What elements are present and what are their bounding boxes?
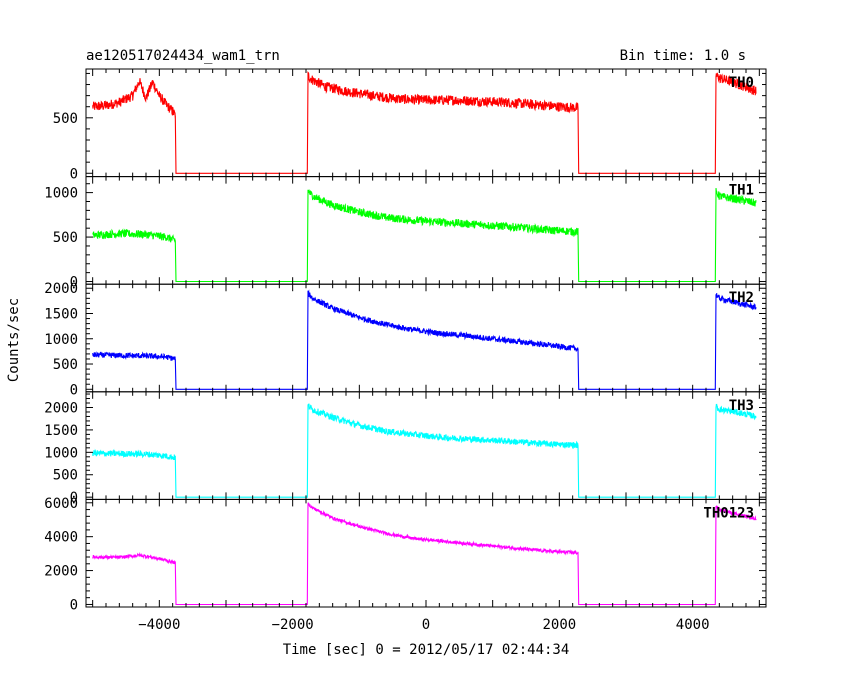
y-tick-label: 1000 bbox=[44, 332, 78, 348]
panel-th0123: 0 2000 4000 6000 TH0123 bbox=[44, 496, 767, 613]
chart-title: ae120517024434_wam1_trn bbox=[86, 48, 280, 64]
y-tick-label: 1000 bbox=[44, 186, 78, 202]
y-tick-label: 0 bbox=[70, 166, 78, 182]
series-line-th2 bbox=[92, 289, 757, 390]
y-tick-label: 0 bbox=[70, 382, 78, 398]
x-tick-label: 4000 bbox=[676, 617, 710, 633]
y-tick-label: 1500 bbox=[44, 423, 78, 439]
series-line-th3 bbox=[92, 403, 757, 498]
bin-time-label: Bin time: 1.0 s bbox=[620, 48, 746, 64]
y-tick-label: 4000 bbox=[44, 530, 78, 546]
panel-label: TH1 bbox=[729, 183, 754, 199]
panel-th0: 0 500 TH0 bbox=[53, 68, 767, 182]
panel-frame bbox=[85, 283, 767, 393]
x-tick-label: −2000 bbox=[272, 617, 314, 633]
panel-th2: 0 500 1000 1500 2000 TH2 bbox=[44, 281, 767, 398]
y-tick-label: 500 bbox=[53, 230, 78, 246]
y-tick-label: 0 bbox=[70, 275, 78, 291]
series-line-th1 bbox=[92, 188, 757, 283]
y-tick-label: 500 bbox=[53, 111, 78, 127]
panel-label: TH3 bbox=[729, 398, 754, 414]
y-tick-label: 500 bbox=[53, 357, 78, 373]
y-axis-title: Counts/sec bbox=[6, 298, 22, 382]
panel-frame bbox=[85, 498, 767, 608]
panel-label: TH0 bbox=[729, 75, 754, 91]
panel-frame bbox=[85, 68, 767, 178]
x-tick-label: 2000 bbox=[542, 617, 576, 633]
y-tick-label: 1000 bbox=[44, 445, 78, 461]
y-tick-label: 0 bbox=[70, 597, 78, 613]
y-tick-label: 0 bbox=[70, 490, 78, 506]
panel-th1: 0 500 1000 TH1 bbox=[44, 176, 767, 291]
y-tick-label: 2000 bbox=[44, 281, 78, 297]
x-axis-title: Time [sec] 0 = 2012/05/17 02:44:34 bbox=[283, 642, 570, 658]
panel-frame bbox=[85, 391, 767, 500]
x-tick-label: −4000 bbox=[138, 617, 180, 633]
panel-stack: 0 500 TH0 0 500 1000 TH1 0 500 1000 1500 2000 TH2 0 50… bbox=[44, 68, 767, 633]
x-tick-label: 0 bbox=[422, 617, 430, 633]
series-line-th0 bbox=[92, 71, 757, 174]
y-tick-label: 500 bbox=[53, 468, 78, 484]
panel-label: TH0123 bbox=[703, 505, 754, 521]
panel-frame bbox=[85, 176, 767, 285]
y-tick-label: 6000 bbox=[44, 496, 78, 512]
panel-th3: 0 500 1000 1500 2000 TH3 bbox=[44, 391, 767, 506]
panel-label: TH2 bbox=[729, 290, 754, 306]
y-tick-label: 2000 bbox=[44, 564, 78, 580]
series-line-th0123 bbox=[92, 502, 757, 606]
y-tick-label: 2000 bbox=[44, 400, 78, 416]
y-tick-label: 1500 bbox=[44, 306, 78, 322]
